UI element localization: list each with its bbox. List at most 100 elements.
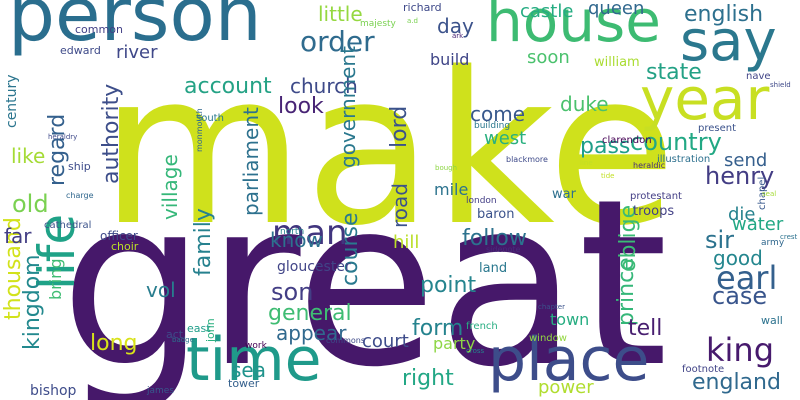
word-clarendon: clarendon [602, 135, 652, 146]
word-come: come [470, 102, 526, 126]
word-present: present [698, 123, 737, 134]
word-order: order [300, 25, 375, 58]
word-english: english [684, 2, 764, 27]
word-gloucester: gloucester [277, 259, 351, 275]
word-james: james [147, 386, 175, 396]
word-crest: crest [780, 233, 798, 241]
word-day: day [437, 14, 474, 38]
word-land: land [479, 261, 508, 276]
word-ship: ship [68, 160, 91, 173]
word-commons: commons [326, 336, 366, 345]
word-ark: ark [452, 32, 464, 40]
word-appear: appear [276, 321, 347, 345]
word-edward: edward [60, 44, 101, 57]
word-pass: pass [580, 134, 631, 159]
word-water: water [732, 214, 784, 235]
word-church: church [290, 74, 358, 98]
word-century: century [4, 74, 20, 128]
word-building: building [474, 121, 511, 131]
word-william: william [594, 55, 640, 70]
word-east: east [187, 322, 211, 335]
word-know: know [270, 228, 323, 252]
word-far: far [4, 224, 32, 248]
word-place: place [488, 325, 650, 395]
word-country: country [630, 128, 722, 156]
word-richard: richard [403, 1, 442, 14]
word-man: man [272, 213, 348, 253]
word-heraldic: heraldic [633, 161, 666, 170]
word-right: right [402, 366, 454, 391]
word-send: send [724, 150, 768, 171]
word-south: south [196, 113, 224, 124]
word-bough: bough [435, 164, 458, 172]
word-chapter: chapter [538, 303, 565, 311]
word-look: look [278, 94, 324, 119]
word-a-d: a.d [407, 17, 418, 25]
word-officer: officer [100, 229, 138, 243]
word-time: time [186, 325, 322, 395]
word-north: north [280, 227, 305, 237]
word-nave: nave [746, 71, 771, 82]
word-son: son [271, 278, 314, 306]
word-tell: tell [628, 316, 663, 341]
word-heraldry: heraldry [48, 133, 78, 141]
word-cross: cross [466, 347, 485, 355]
word-castle: castle [520, 1, 574, 22]
word-build: build [430, 50, 470, 69]
word-point: point [420, 273, 477, 298]
word-shield: shield [770, 81, 791, 89]
word-french: french [466, 321, 498, 332]
word-majesty: majesty [360, 19, 396, 29]
word-party: party [433, 334, 476, 353]
word-badge: badge [172, 336, 194, 344]
word-king: king [706, 331, 775, 369]
word-baron: baron [477, 207, 515, 222]
word-wall: wall [761, 314, 783, 327]
word-account: account [184, 74, 272, 99]
word-government: government [336, 46, 360, 168]
word-earl: earl [716, 259, 778, 297]
word-long: long [90, 331, 138, 356]
word-monmouth: monmouth [195, 108, 204, 152]
word-cathedral: cathedral [44, 220, 92, 231]
word-old: old [12, 190, 49, 218]
word-protestant: protestant [630, 191, 682, 202]
word-line: line [580, 159, 593, 167]
word-sidenote: sidenote [486, 245, 521, 254]
word-illustration: illustration [657, 154, 711, 165]
word-say: say [680, 9, 777, 74]
word-act: act [166, 328, 184, 341]
word-duke: duke [560, 92, 609, 116]
word-army: army [761, 238, 785, 248]
word-vol: vol [146, 278, 176, 302]
word-road: road [388, 183, 412, 228]
word-sir: sir [705, 226, 735, 254]
word-work: work [245, 341, 267, 351]
word-window: window [529, 333, 567, 344]
word-troops: troops [633, 204, 675, 219]
word-die: die [728, 204, 756, 225]
word-queen: queen [588, 0, 645, 19]
word-state: state [646, 60, 702, 85]
word-follow: follow [462, 226, 527, 251]
word-river: river [116, 42, 158, 63]
word-authority: authority [99, 83, 124, 184]
word-year: year [640, 65, 770, 133]
word-house: house [486, 0, 661, 55]
word-footnote: footnote [682, 364, 725, 375]
word-common: common [75, 23, 123, 36]
word-power: power [538, 377, 594, 398]
word-person: person [8, 0, 262, 58]
word-hill: hill [393, 232, 420, 253]
word-war: war [552, 187, 576, 202]
word-like: like [11, 144, 46, 168]
word-choir: choir [111, 240, 139, 253]
word-bring: bring [46, 258, 65, 300]
word-tower: tower [228, 377, 260, 390]
word-lord: lord [387, 105, 412, 148]
word-seal: seal [762, 190, 777, 198]
word-mile: mile [434, 180, 469, 199]
word-bishop: bishop [30, 383, 77, 399]
word-court: court [362, 331, 409, 352]
